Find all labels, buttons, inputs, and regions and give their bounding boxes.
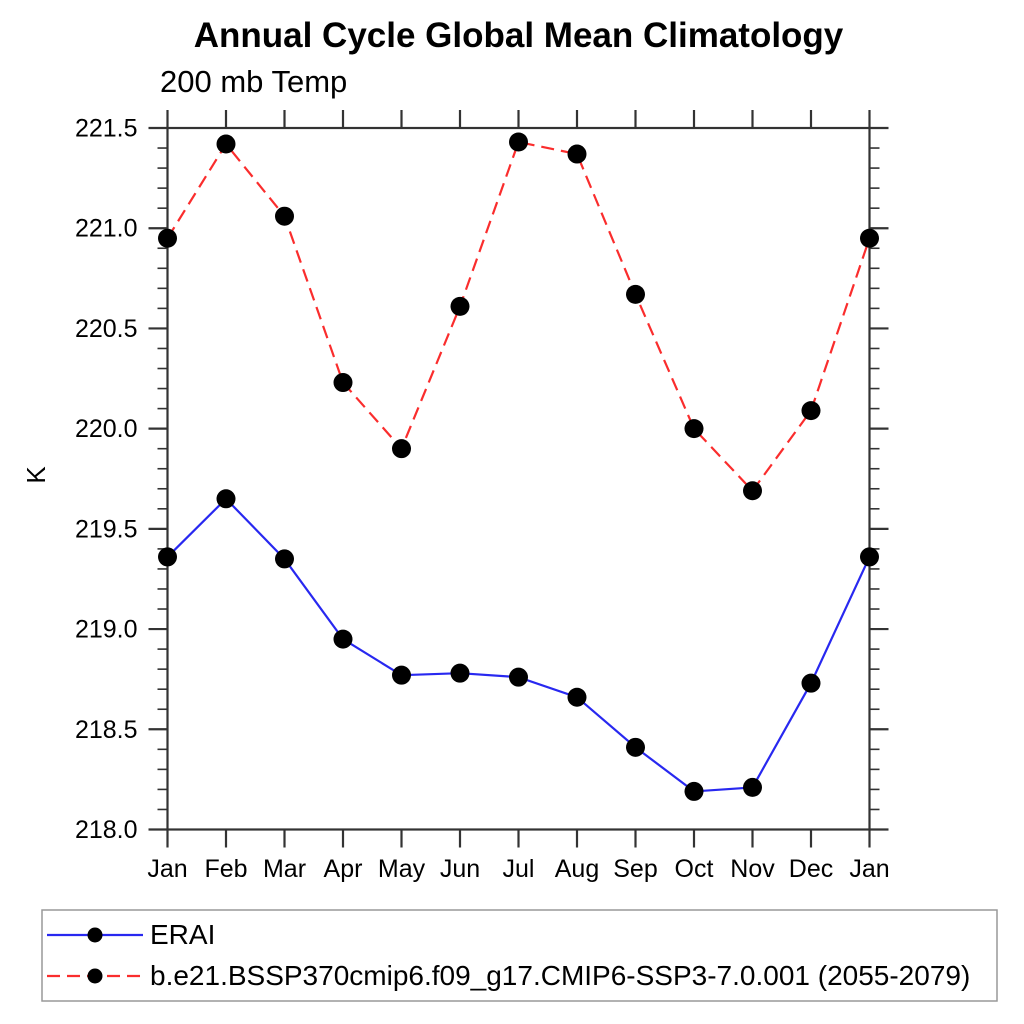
y-tick-label: 221.5 [75,115,138,143]
data-point-series-0 [684,781,704,801]
chart-subtitle: 200 mb Temp [160,64,348,99]
x-tick-label: Feb [204,855,247,883]
y-tick-label: 218.0 [75,816,138,844]
data-point-series-1 [801,401,821,421]
y-tick-label: 220.5 [75,315,138,343]
y-tick-label: 221.0 [75,215,138,243]
data-point-series-1 [216,134,236,154]
data-point-series-1 [450,296,470,316]
data-point-series-1 [860,228,879,248]
plot-frame [166,126,871,831]
legend-sample-marker-0 [87,927,103,943]
x-tick-label: Jan [849,855,889,883]
data-point-series-1 [333,373,353,393]
x-tick-label: Mar [263,855,306,883]
data-point-series-0 [275,549,294,569]
data-point-series-0 [392,665,411,685]
data-point-series-1 [743,481,762,501]
data-point-series-1 [275,206,294,226]
y-tick-label: 219.0 [75,616,138,644]
legend-label-erai: ERAI [150,919,216,950]
x-tick-label: Dec [789,855,833,883]
legend-box [41,909,998,1002]
x-tick-label: Apr [324,855,363,883]
data-point-series-1 [567,144,587,164]
y-tick-label: 218.5 [75,716,138,744]
x-tick-label: Jul [503,855,535,883]
data-point-series-0 [860,547,879,567]
data-point-series-1 [684,419,704,439]
series-line-0 [166,497,871,793]
x-tick-label: Sep [613,855,657,883]
x-tick-label: Jan [147,855,187,883]
x-tick-label: Nov [730,855,775,883]
y-tick-label: 219.5 [75,515,138,543]
data-point-series-1 [509,132,528,152]
chart-title: Annual Cycle Global Mean Climatology [193,16,844,55]
data-point-series-1 [158,228,177,248]
x-tick-label: Oct [675,855,714,883]
data-point-series-0 [158,547,177,567]
x-tick-label: Aug [555,855,599,883]
data-point-series-0 [450,663,470,683]
data-point-series-0 [509,667,528,687]
data-point-series-0 [567,687,587,707]
series-line-1 [166,140,871,493]
data-point-series-1 [626,284,645,304]
data-point-series-0 [801,673,821,693]
y-tick-label: 220.0 [75,415,138,443]
data-point-series-0 [216,489,236,509]
data-point-series-0 [626,737,645,757]
legend-label-model: b.e21.BSSP370cmip6.f09_g17.CMIP6-SSP3-7.… [150,960,971,991]
x-tick-label: May [378,855,426,883]
legend-sample-marker-1 [87,968,103,984]
data-point-series-0 [743,777,762,797]
data-point-series-0 [333,629,353,649]
data-point-series-1 [392,439,411,459]
x-tick-label: Jun [440,855,480,883]
